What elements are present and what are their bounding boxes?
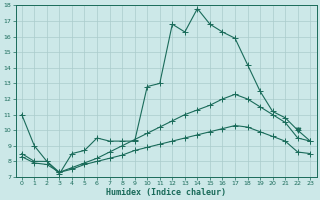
X-axis label: Humidex (Indice chaleur): Humidex (Indice chaleur) <box>106 188 226 197</box>
